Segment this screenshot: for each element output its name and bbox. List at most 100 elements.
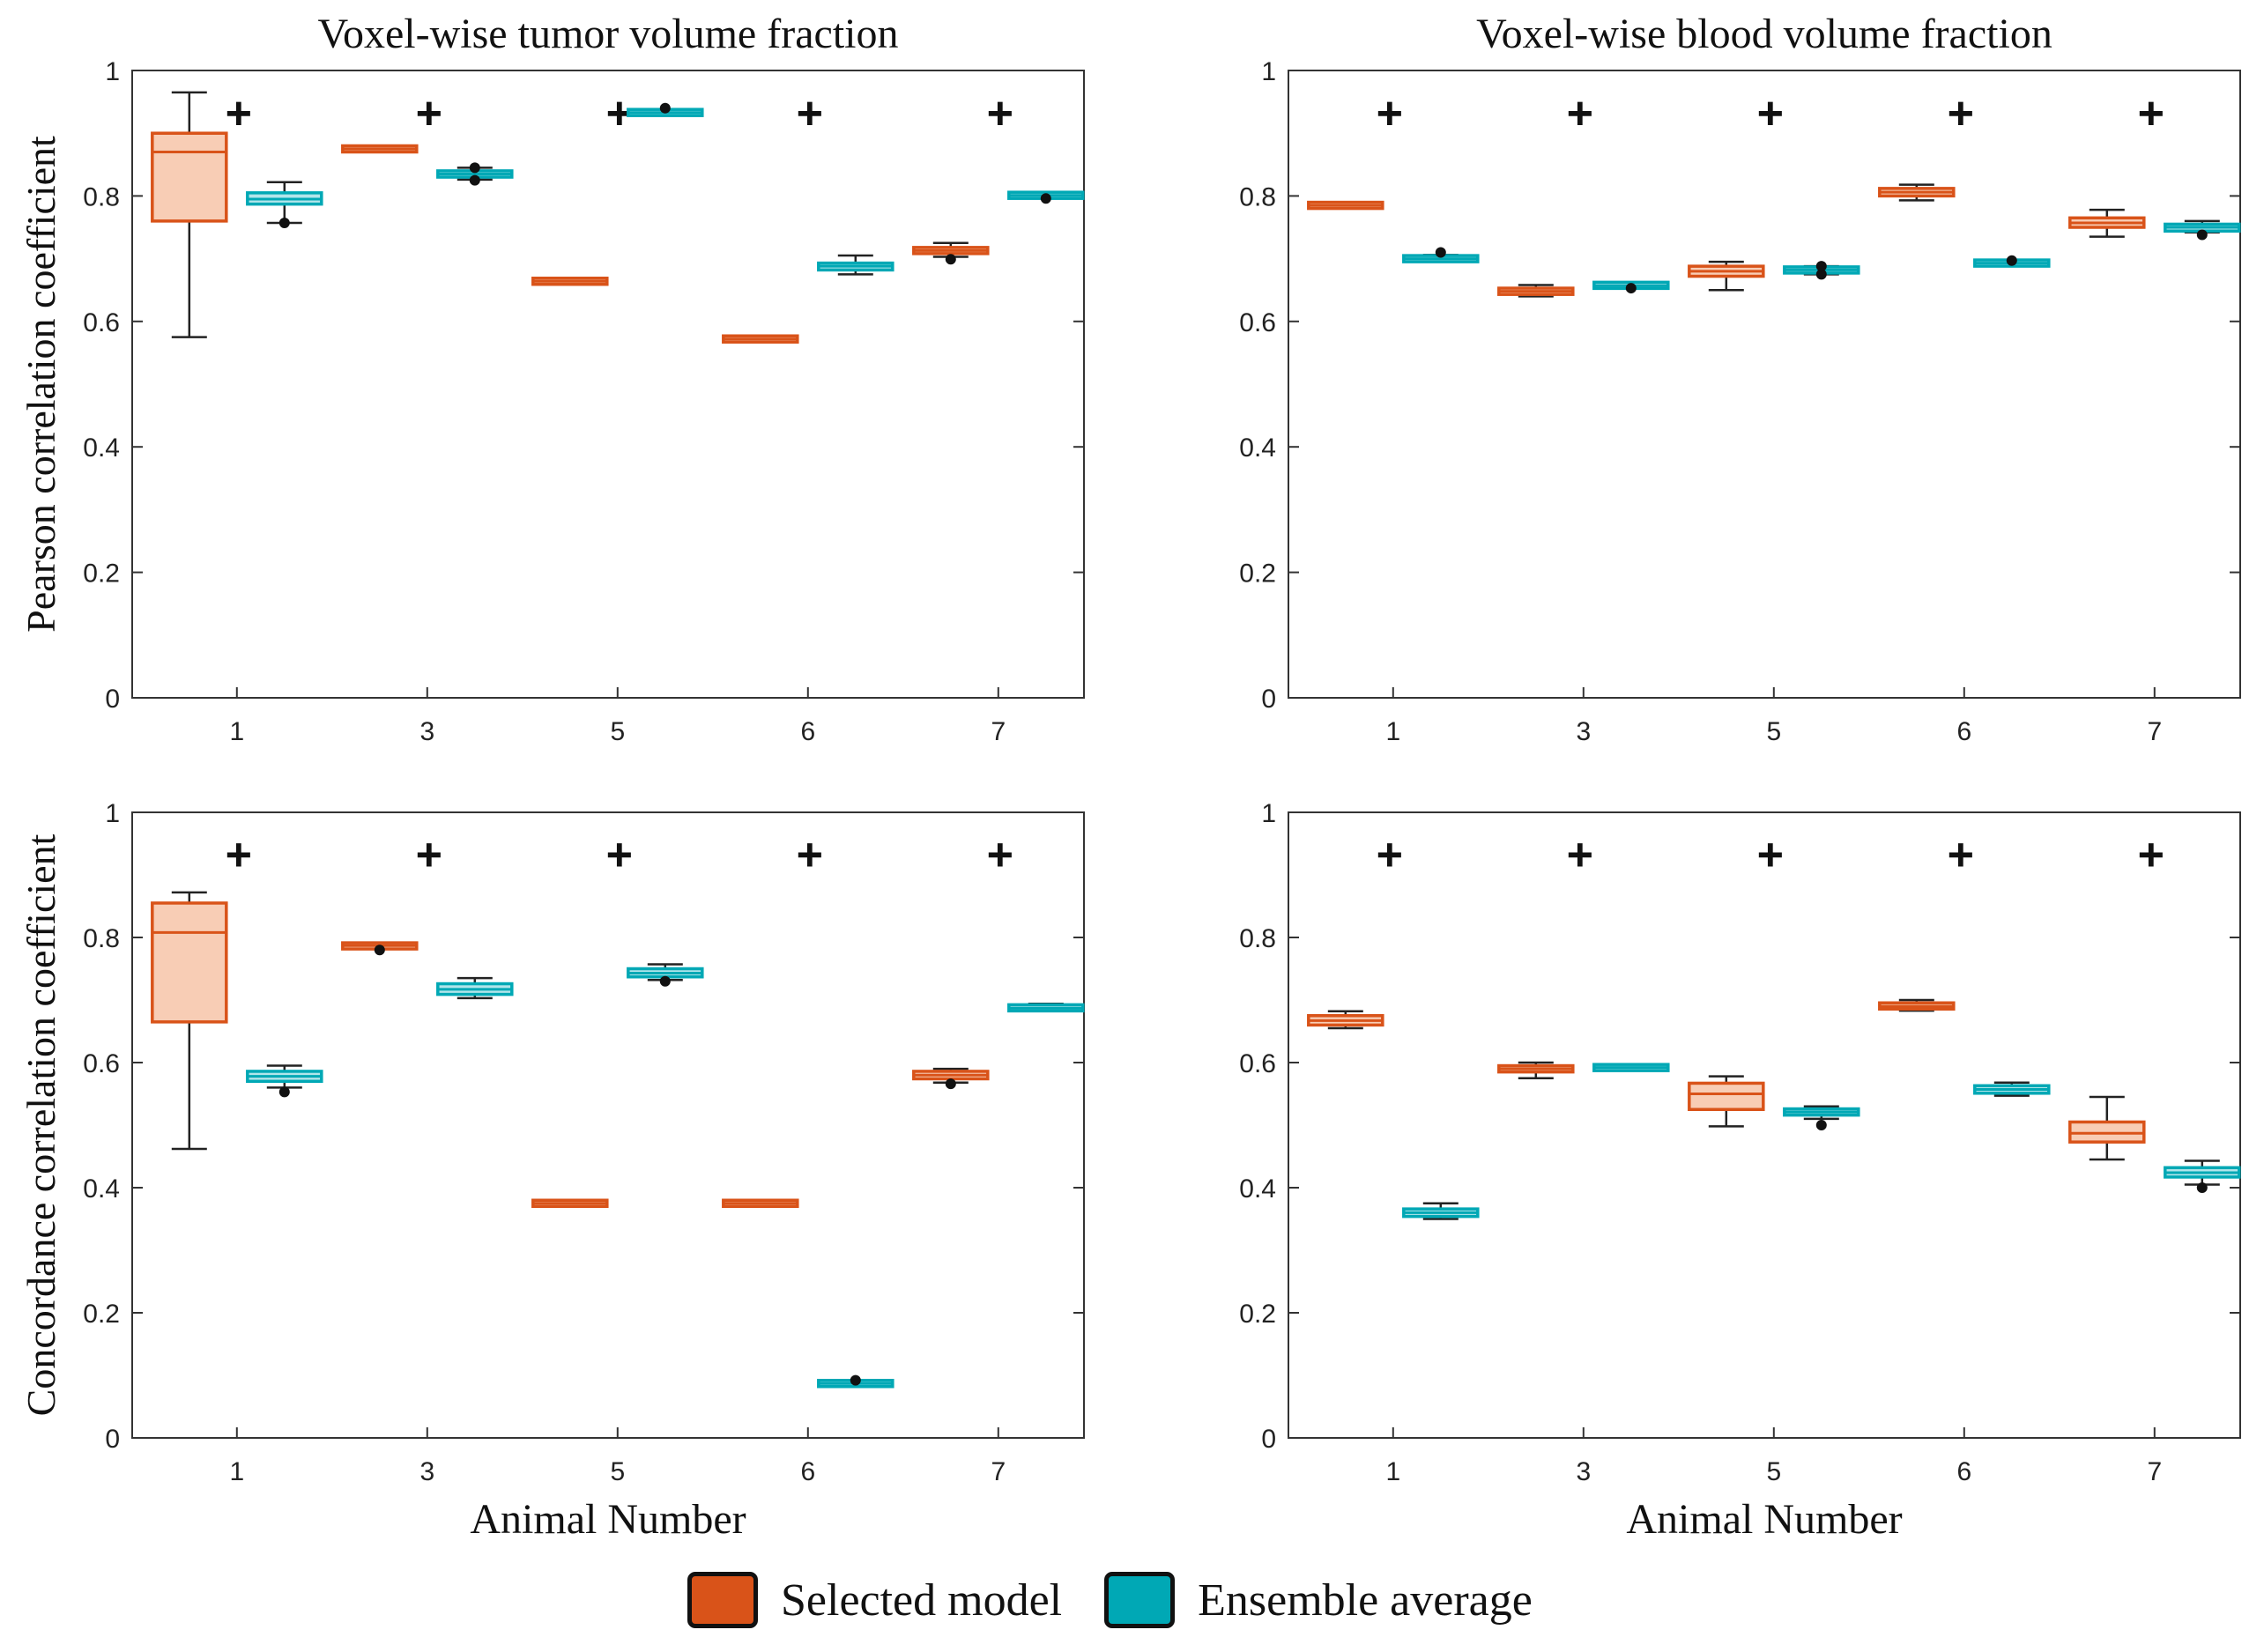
- outlier-point: [374, 945, 385, 956]
- box-ensemble-7: [2164, 219, 2241, 241]
- box-ensemble-5: [627, 102, 704, 117]
- significance-marker: +: [1757, 88, 1784, 139]
- outlier-point: [945, 254, 956, 265]
- y-tick-label: 0.4: [83, 1174, 120, 1204]
- box-ensemble-1: [1402, 1202, 1480, 1220]
- significance-marker: +: [1567, 88, 1593, 139]
- chart-title: Voxel-wise blood volume fraction: [1476, 11, 2052, 57]
- chart-panel-4: 0 0.2 0.4 0.6 0.8 1 1 +3 +5 +6 +7 + Animal Number: [1239, 799, 2241, 1543]
- y-tick-label: 0.6: [1239, 308, 1276, 337]
- y-tick-label: 0.4: [1239, 1174, 1276, 1204]
- box-selected-3: [1497, 284, 1575, 298]
- y-tick-label: 0: [105, 1425, 120, 1454]
- chart-panel-1: 00.20.40.60.811+3+5+6+7+Voxel-wise tumor…: [19, 11, 1085, 746]
- box-ensemble-5: [1783, 261, 1860, 280]
- x-tick-label: 7: [991, 1457, 1006, 1486]
- significance-marker: +: [2138, 88, 2164, 139]
- box-ensemble-6: [817, 254, 894, 276]
- x-tick-label: 7: [991, 717, 1006, 746]
- box-ensemble-7: [1007, 190, 1085, 204]
- box-selected-5: [1688, 260, 1765, 292]
- outlier-point: [1040, 193, 1051, 204]
- box-selected-1: [151, 91, 228, 338]
- y-tick-label: 1: [105, 799, 120, 828]
- box-selected-5: [531, 1198, 609, 1208]
- legend: Selected model Ensemble average: [687, 1565, 1622, 1635]
- outlier-point: [1625, 283, 1637, 294]
- box-ensemble-6: [1973, 255, 2051, 268]
- box-selected-5: [1688, 1075, 1765, 1128]
- box-body: [151, 901, 228, 1024]
- y-tick-label: 0: [105, 685, 120, 714]
- chart-title: Voxel-wise tumor volume fraction: [318, 11, 899, 57]
- box-ensemble-1: [246, 181, 323, 229]
- y-tick-label: 0.6: [1239, 1049, 1276, 1078]
- box-ensemble-5: [627, 963, 704, 987]
- box-ensemble-7: [1007, 1003, 1085, 1013]
- significance-marker: +: [416, 830, 442, 881]
- x-tick-label: 5: [610, 717, 625, 746]
- y-tick-label: 0.6: [83, 308, 120, 337]
- x-tick-label: 3: [419, 717, 434, 746]
- significance-marker: +: [987, 88, 1013, 139]
- outlier-point: [2196, 1182, 2208, 1193]
- y-tick-label: 1: [1261, 799, 1276, 828]
- x-tick-label: 7: [2147, 717, 2162, 746]
- outlier-point: [1815, 261, 1827, 272]
- significance-marker: +: [1757, 830, 1784, 881]
- box-selected-6: [722, 1198, 799, 1208]
- legend-item-selected: Selected model: [687, 1572, 1062, 1628]
- outlier-point: [1815, 1120, 1827, 1130]
- y-axis-label: Pearson correlation coefficient: [19, 136, 63, 633]
- outlier-point: [945, 1078, 956, 1090]
- box-selected-1: [151, 891, 228, 1151]
- y-tick-label: 0.4: [1239, 433, 1276, 463]
- box-ensemble-1: [246, 1064, 323, 1098]
- x-tick-label: 7: [2147, 1457, 2162, 1486]
- significance-marker: +: [1377, 830, 1403, 881]
- y-tick-label: 0.4: [83, 433, 120, 463]
- significance-marker: +: [1567, 830, 1593, 881]
- outlier-point: [278, 1086, 290, 1098]
- significance-marker: +: [606, 830, 633, 881]
- y-tick-label: 0.8: [83, 924, 120, 953]
- box-ensemble-3: [1592, 1063, 1670, 1072]
- x-tick-label: 3: [1576, 717, 1591, 746]
- significance-marker: +: [797, 830, 823, 881]
- box-ensemble-1: [1402, 247, 1480, 263]
- x-tick-label: 6: [1956, 717, 1971, 746]
- significance-marker: +: [797, 88, 823, 139]
- significance-marker: +: [226, 88, 252, 139]
- legend-label-selected: Selected model: [781, 1574, 1063, 1626]
- x-tick-label: 5: [1766, 1457, 1781, 1486]
- box-selected-7: [912, 1067, 990, 1090]
- box-ensemble-3: [436, 162, 514, 186]
- box-selected-1: [1307, 1010, 1384, 1030]
- plot-frame: [131, 811, 1085, 1439]
- box-ensemble-6: [817, 1374, 894, 1389]
- x-tick-label: 5: [1766, 717, 1781, 746]
- box-ensemble-5: [1783, 1105, 1860, 1130]
- x-tick-label: 5: [610, 1457, 625, 1486]
- x-tick-label: 3: [419, 1457, 434, 1486]
- box-selected-3: [341, 144, 419, 154]
- outlier-point: [1435, 247, 1446, 258]
- box-selected-3: [1497, 1061, 1575, 1079]
- significance-marker: +: [1948, 88, 1974, 139]
- chart-panel-3: 0 0.2 0.4 0.6 0.8 1 1 +3 +5 +6 +7 + Concordance corr…: [19, 799, 1085, 1543]
- box-selected-3: [341, 941, 419, 956]
- box-selected-5: [531, 276, 609, 286]
- outlier-point: [2196, 229, 2208, 241]
- x-tick-label: 6: [800, 717, 815, 746]
- x-axis-label: Animal Number: [470, 1496, 746, 1543]
- outlier-point: [1815, 269, 1827, 280]
- y-tick-label: 0.8: [83, 182, 120, 211]
- y-tick-label: 0: [1261, 685, 1276, 714]
- legend-label-ensemble: Ensemble average: [1198, 1574, 1533, 1626]
- outlier-point: [850, 1374, 861, 1386]
- outlier-point: [469, 174, 480, 186]
- box-ensemble-3: [436, 976, 514, 1000]
- x-axis-label: Animal Number: [1626, 1496, 1902, 1543]
- significance-marker: +: [1948, 830, 1974, 881]
